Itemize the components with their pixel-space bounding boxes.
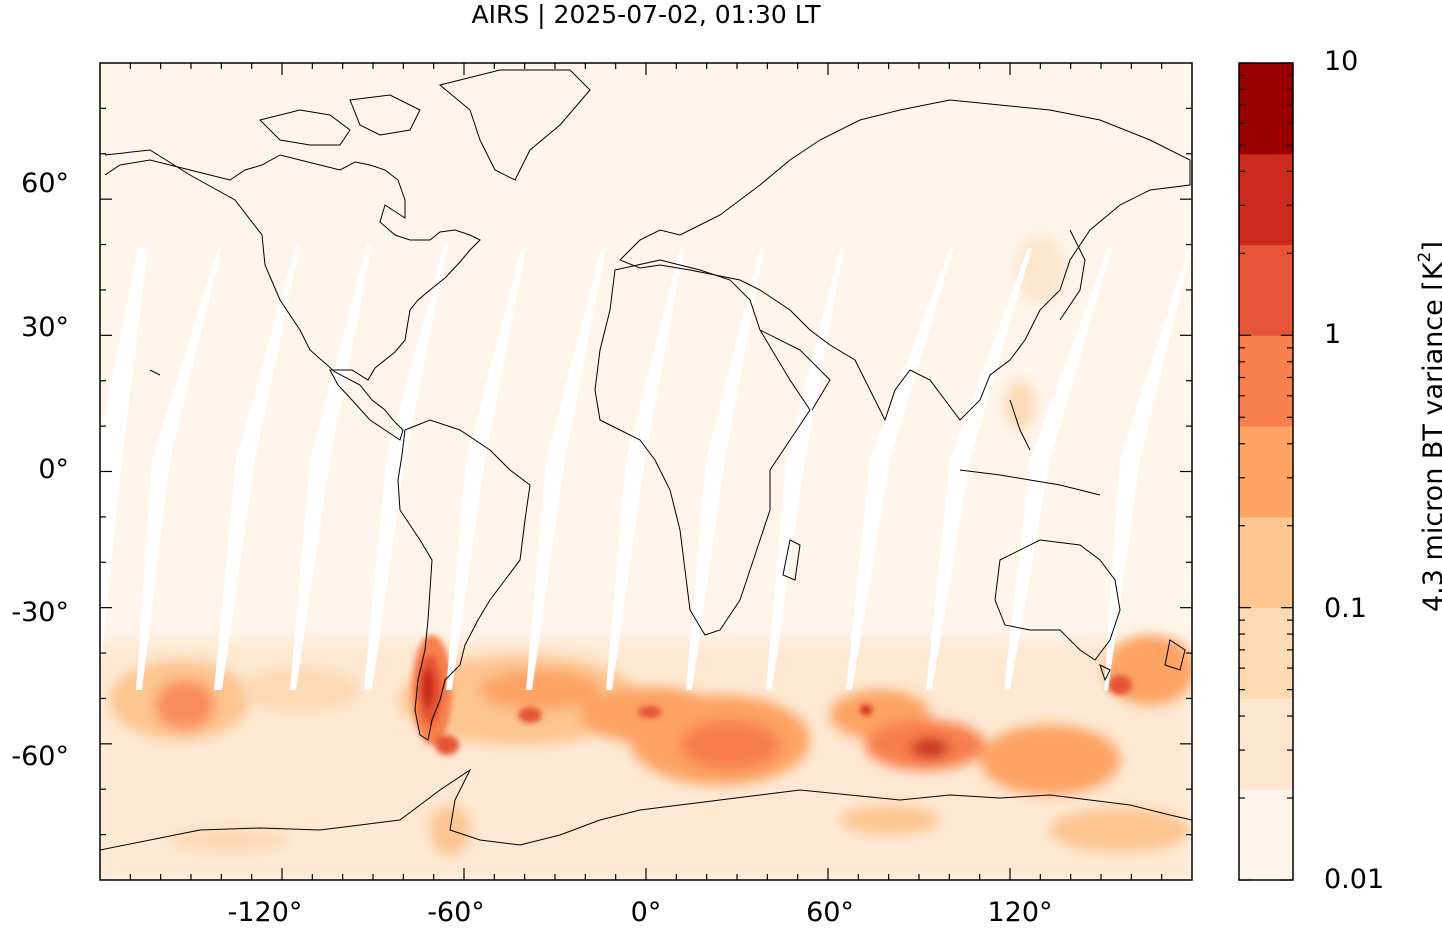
colorbar-band xyxy=(1239,244,1293,336)
colorbar-band xyxy=(1239,789,1293,881)
y-tick-label: 30° xyxy=(21,312,69,343)
colorbar-band xyxy=(1239,426,1293,518)
colorbar-band xyxy=(1239,698,1293,790)
y-tick-label: 0° xyxy=(38,454,69,485)
colorbar-tick-label: 0.01 xyxy=(1324,864,1385,895)
x-tick-label: -60° xyxy=(427,897,485,928)
colorbar-tick-label: 1 xyxy=(1324,319,1342,350)
y-tick-label: -30° xyxy=(11,597,69,628)
colorbar-label-suffix: ] xyxy=(1418,241,1442,252)
colorbar-band xyxy=(1239,63,1293,155)
y-tick-label: -60° xyxy=(11,741,69,772)
swath-gaps xyxy=(100,245,1192,690)
colorbar-tick-label: 10 xyxy=(1324,46,1359,77)
x-tick-label: -120° xyxy=(227,897,303,928)
colorbar xyxy=(1238,62,1294,881)
colorbar-label: 4.3 micron BT variance [K2] xyxy=(1408,241,1442,612)
colorbar-label-exponent: 2 xyxy=(1415,251,1435,263)
colorbar-tick-label: 0.1 xyxy=(1324,593,1367,624)
map-plot xyxy=(100,63,1192,880)
colorbar-band xyxy=(1239,516,1293,609)
map-ticks xyxy=(100,63,1192,880)
x-tick-label: 60° xyxy=(806,897,854,928)
map-title: AIRS | 2025-07-02, 01:30 LT xyxy=(471,0,821,29)
colorbar-band xyxy=(1239,335,1293,427)
x-tick-label: 0° xyxy=(630,897,662,928)
colorbar-frame xyxy=(1238,62,1294,881)
x-tick-label: 120° xyxy=(987,897,1053,928)
colorbar-label-text: 4.3 micron BT variance [K xyxy=(1418,262,1442,612)
y-tick-label: 60° xyxy=(21,168,69,199)
coastlines xyxy=(100,69,1192,851)
colorbar-band xyxy=(1239,153,1293,246)
colorbar-band xyxy=(1239,607,1293,699)
